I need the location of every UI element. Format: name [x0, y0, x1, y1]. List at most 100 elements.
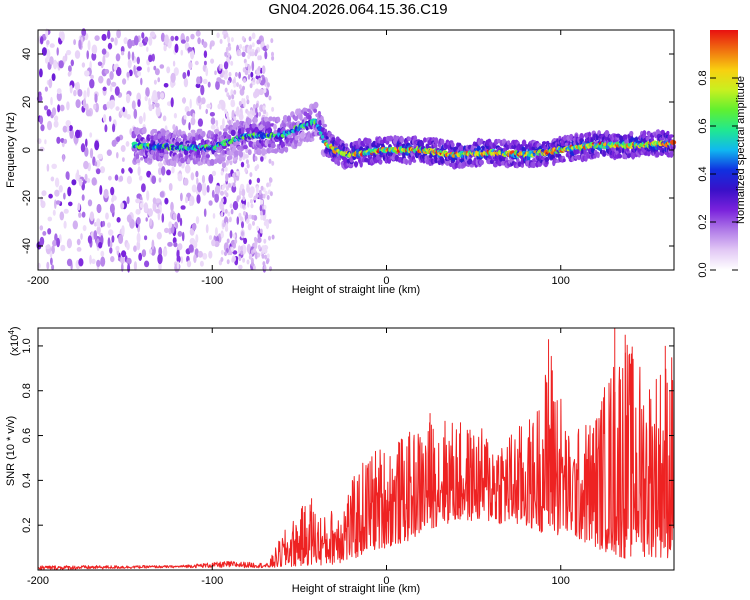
spec-y-tick-label: -20: [21, 190, 33, 206]
noise-blob: [46, 163, 50, 172]
noise-blob: [241, 97, 245, 104]
noise-blob: [106, 149, 112, 156]
noise-blob: [233, 82, 237, 88]
noise-blob: [270, 38, 274, 44]
noise-blob: [108, 115, 112, 122]
noise-blob: [265, 259, 269, 265]
noise-blob: [100, 250, 105, 257]
noise-blob: [40, 124, 45, 132]
noise-blob: [170, 72, 176, 83]
noise-blob: [129, 168, 133, 174]
noise-blob: [226, 116, 230, 121]
noise-blob: [264, 254, 268, 260]
noise-blob: [115, 106, 120, 111]
noise-blob: [246, 243, 251, 254]
snr-y-label: SNR (10 * v/v): [5, 416, 17, 486]
noise-blob: [48, 78, 53, 89]
noise-blob: [97, 153, 103, 160]
noise-blob: [201, 183, 206, 192]
noise-blob: [209, 42, 212, 50]
noise-blob: [183, 177, 189, 186]
spec-y-tick-label: 20: [21, 96, 33, 108]
signal-blob: [230, 129, 236, 136]
noise-blob: [208, 174, 214, 184]
chart-title: GN04.2026.064.15.36.C19: [268, 1, 447, 18]
noise-blob: [62, 153, 65, 162]
noise-blob: [170, 35, 175, 42]
signal-blob: [450, 142, 455, 148]
noise-blob: [244, 69, 249, 76]
noise-blob: [107, 222, 111, 229]
signal-blob: [575, 149, 580, 155]
noise-blob: [224, 108, 228, 114]
noise-blob: [157, 162, 164, 168]
noise-blob: [259, 228, 263, 234]
noise-blob: [63, 138, 68, 144]
noise-blob: [89, 78, 95, 89]
noise-blob: [239, 190, 243, 196]
noise-blob: [76, 238, 81, 246]
snr-spikes: [311, 328, 666, 555]
signal-blob: [173, 133, 177, 139]
signal-blob: [378, 160, 383, 165]
snr-y-multiplier: (x104): [7, 326, 21, 356]
noise-blob: [106, 78, 111, 86]
noise-blob: [268, 218, 272, 224]
noise-blob: [98, 241, 103, 249]
noise-blob: [43, 105, 49, 111]
noise-blob: [41, 190, 47, 197]
noise-blob: [47, 216, 53, 222]
noise-blob: [196, 177, 199, 185]
noise-blob: [148, 104, 153, 112]
noise-blob: [174, 43, 179, 53]
noise-blob: [123, 37, 128, 45]
signal-blob: [176, 137, 182, 142]
noise-blob: [242, 203, 245, 209]
noise-blob: [144, 36, 149, 43]
noise-blob: [55, 200, 61, 205]
noise-blob: [248, 179, 252, 185]
noise-blob: [113, 64, 118, 71]
noise-blob: [89, 254, 92, 265]
noise-blob: [93, 230, 98, 240]
signal-blob: [294, 135, 299, 141]
noise-blob: [120, 46, 125, 53]
noise-blob: [81, 62, 86, 68]
noise-blob: [109, 203, 115, 214]
noise-blob: [269, 191, 273, 197]
signal-blob: [666, 130, 670, 135]
noise-blob: [167, 241, 173, 247]
noise-blob: [73, 39, 76, 46]
noise-blob: [96, 225, 101, 235]
noise-blob: [203, 208, 207, 217]
spec-y-tick-label: -40: [21, 238, 33, 254]
signal-blob: [353, 161, 359, 167]
snr-multiplier-base: (x10: [9, 335, 21, 356]
noise-blob: [44, 139, 47, 145]
svg-text:(x104): (x104): [7, 326, 21, 356]
noise-blob: [195, 216, 200, 225]
signal-blob: [642, 130, 647, 137]
noise-blob: [81, 211, 86, 218]
noise-blob: [205, 108, 208, 115]
noise-blob: [205, 67, 209, 77]
colorbar-tick-label: 0.6: [697, 118, 709, 133]
noise-blob: [189, 98, 192, 109]
noise-blob: [149, 218, 153, 227]
noise-blob: [146, 46, 149, 52]
noise-blob: [53, 120, 59, 128]
noise-blob: [42, 231, 47, 236]
noise-blob: [200, 84, 205, 96]
noise-blob: [214, 227, 218, 237]
noise-blob: [39, 115, 44, 125]
signal-blob: [310, 136, 315, 142]
noise-blob: [86, 178, 91, 183]
signal-blob: [135, 153, 140, 160]
noise-blob: [147, 66, 150, 73]
signal-blob: [307, 131, 311, 138]
noise-blob: [219, 63, 223, 69]
noise-blob: [246, 219, 249, 224]
noise-blob: [126, 257, 132, 265]
noise-blob: [191, 222, 197, 231]
noise-blob: [210, 58, 215, 64]
